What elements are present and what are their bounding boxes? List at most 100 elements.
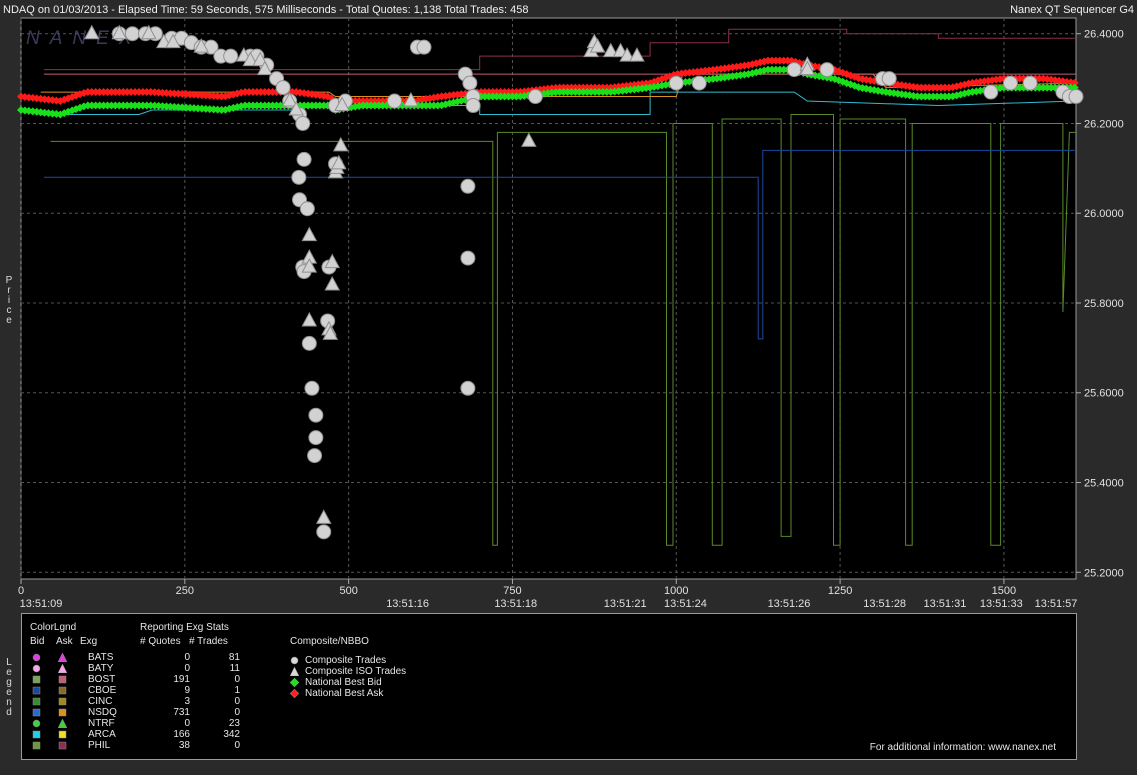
iso-trade-point xyxy=(165,33,181,49)
composite-trade-point xyxy=(819,62,835,78)
quote-count: 191 xyxy=(173,674,190,685)
circle-icon xyxy=(290,656,299,665)
composite-trade-point xyxy=(786,62,802,78)
legend-stats-title: Reporting Exg Stats xyxy=(140,622,229,633)
diamond-icon xyxy=(289,677,300,688)
legend-quotes-header: # Quotes xyxy=(140,636,181,647)
composite-trade-point xyxy=(307,448,323,464)
bid-color-swatch xyxy=(32,708,41,720)
legend-panel: ColorLgnd Bid Ask Exg Reporting Exg Stat… xyxy=(21,613,1077,760)
legend-side-label-letter: e xyxy=(6,667,12,678)
composite-trade-point xyxy=(465,98,481,114)
price-side-label-letter: r xyxy=(7,285,11,296)
exchange-name: BATY xyxy=(88,663,114,674)
composite-item-label: National Best Bid xyxy=(305,677,382,688)
x-time-label: 13:51:33 xyxy=(980,598,1023,610)
legend-side-label-letter: L xyxy=(6,657,12,668)
iso-trade-point xyxy=(332,136,349,152)
bid-color-swatch xyxy=(32,730,41,742)
trade-count: 1 xyxy=(234,685,240,696)
composite-trade-point xyxy=(291,169,307,185)
legend-footer: For additional information: www.nanex.ne… xyxy=(869,742,1056,753)
ask-color-swatch xyxy=(58,697,67,709)
exchange-name: PHIL xyxy=(88,740,111,751)
x-time-label: 13:51:57 xyxy=(1035,598,1078,610)
composite-trade-point xyxy=(983,84,999,100)
iso-trade-point xyxy=(256,60,273,76)
x-time-label: 13:51:16 xyxy=(386,598,429,610)
composite-trade-point xyxy=(295,115,311,131)
bid-color-swatch xyxy=(32,719,41,731)
price-side-label-letter: P xyxy=(5,275,13,286)
iso-trade-point xyxy=(242,51,259,67)
legend-side-label-letter: e xyxy=(6,687,12,698)
x-time-label: 13:51:18 xyxy=(494,598,537,610)
x-time-label: 13:51:21 xyxy=(604,598,647,610)
x-time-label: 13:51:28 xyxy=(863,598,906,610)
axes: 25.2000 25.4000 25.6000 25.8000 26.0000 26.20… xyxy=(18,29,1124,610)
composite-trade-point xyxy=(301,335,317,351)
quote-count: 3 xyxy=(184,696,190,707)
exchange-line-phil xyxy=(43,28,1076,71)
chart-title: NDAQ on 01/03/2013 - Elapsed Time: 59 Se… xyxy=(3,4,529,16)
composite-trade-point xyxy=(460,380,476,396)
y-tick-label: 26.0000 xyxy=(1084,208,1124,220)
trade-count: 81 xyxy=(228,652,240,663)
iso-trade-point xyxy=(324,253,341,269)
composite-trade-point xyxy=(1022,75,1038,91)
iso-trade-point xyxy=(602,42,619,58)
legend-row-baty: BATY 0 11 xyxy=(30,663,270,674)
legend-composite-item: Composite Trades xyxy=(290,655,386,666)
iso-trade-point xyxy=(324,275,341,291)
ask-color-swatch xyxy=(58,686,67,698)
quote-count: 0 xyxy=(184,718,190,729)
composite-trade-point xyxy=(223,48,239,64)
composite-trade-point xyxy=(691,75,707,91)
iso-trade-point xyxy=(193,38,210,53)
ask-color-swatch xyxy=(57,718,68,731)
y-tick-label: 25.8000 xyxy=(1084,298,1124,310)
x-tick-label: 250 xyxy=(176,585,194,597)
iso-trade-point xyxy=(315,509,332,524)
iso-trade-point xyxy=(334,96,350,112)
quote-count: 9 xyxy=(184,685,190,696)
legend-ask-header: Ask xyxy=(56,636,73,647)
composite-item-label: National Best Ask xyxy=(305,688,384,699)
legend-row-arca: ARCA 166 342 xyxy=(30,729,270,740)
bid-color-swatch xyxy=(32,686,41,698)
x-tick-label: 1500 xyxy=(992,585,1016,597)
price-side-label-letter: i xyxy=(7,295,11,306)
iso-trade-point xyxy=(83,24,100,40)
composite-trade-point xyxy=(124,26,140,42)
bid-color-swatch xyxy=(32,741,41,753)
trade-count: 23 xyxy=(228,718,240,729)
legend-colorlgnd-label: ColorLgnd xyxy=(30,622,77,633)
legend-row-cboe: CBOE 9 1 xyxy=(30,685,270,696)
legend-composite-item: National Best Ask xyxy=(289,688,384,699)
quote-count: 731 xyxy=(173,707,190,718)
iso-trade-point xyxy=(301,311,318,327)
composite-trade-point xyxy=(316,524,332,540)
y-tick-label: 25.4000 xyxy=(1084,478,1124,490)
trade-count: 0 xyxy=(234,696,240,707)
national-best-bid-series xyxy=(17,65,1079,119)
legend-side-label-letter: d xyxy=(6,707,12,718)
composite-item-label: Composite ISO Trades xyxy=(305,666,407,677)
exchange-line-cboe xyxy=(43,149,1076,340)
x-time-label: 13:51:26 xyxy=(768,598,811,610)
legend-exg-header: Exg xyxy=(80,636,98,647)
ask-color-swatch xyxy=(58,708,67,720)
legend-bid-header: Bid xyxy=(30,636,45,647)
plot-area xyxy=(20,17,1077,580)
diamond-icon xyxy=(289,688,300,699)
app-name: Nanex QT Sequencer G4 xyxy=(1010,4,1134,16)
price-side-label-letter: c xyxy=(6,305,12,316)
composite-trade-point xyxy=(275,80,291,96)
legend-composite-item: National Best Bid xyxy=(289,677,382,688)
bid-color-swatch xyxy=(32,664,41,676)
legend-row-ntrf: NTRF 0 23 xyxy=(30,718,270,729)
x-tick-label: 1000 xyxy=(664,585,688,597)
composite-trade-point xyxy=(881,71,897,87)
quote-count: 0 xyxy=(184,663,190,674)
composite-trade-point xyxy=(527,89,543,105)
